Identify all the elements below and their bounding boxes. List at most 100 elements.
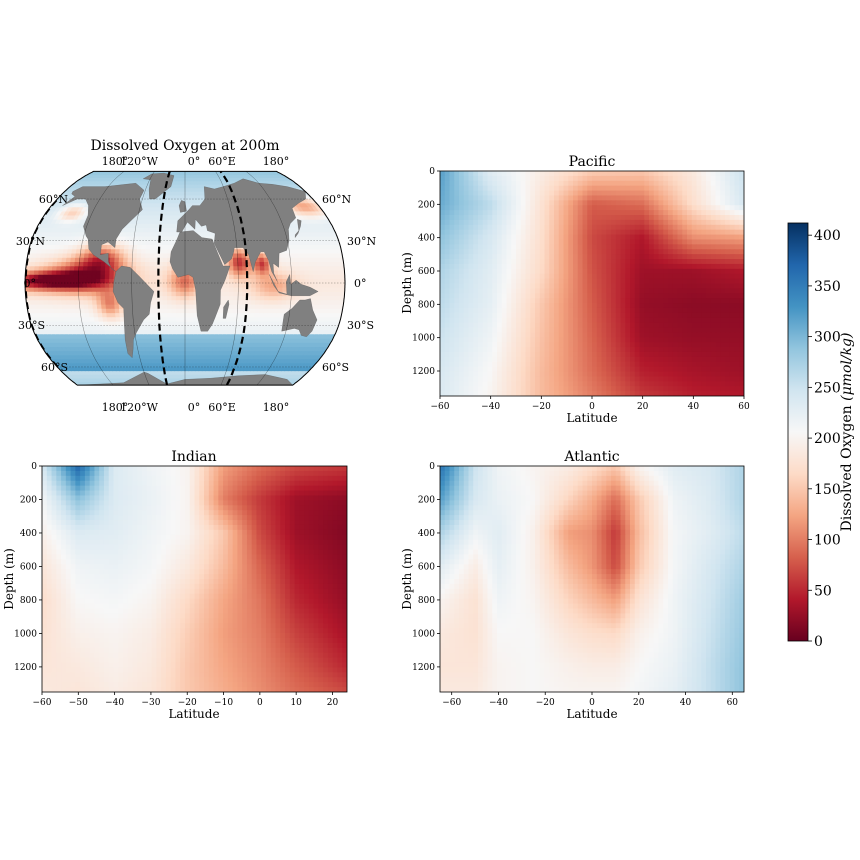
section-cell	[615, 229, 622, 236]
map-cell	[334, 265, 341, 271]
section-cell	[568, 195, 574, 201]
map-cell	[189, 278, 195, 284]
map-cell	[114, 304, 120, 309]
section-cell	[644, 200, 650, 206]
section-cell	[568, 249, 574, 255]
map-cell	[64, 282, 70, 288]
section-cell	[501, 175, 508, 182]
map-cell	[82, 287, 88, 292]
map-cell	[189, 304, 195, 309]
map-cell	[104, 295, 111, 301]
map-cell	[60, 287, 66, 292]
section-cell	[687, 224, 693, 231]
section-cell	[715, 195, 721, 201]
section-cell	[577, 195, 584, 201]
section-cell	[463, 224, 470, 231]
map-cell	[171, 231, 178, 237]
map-cell	[65, 257, 72, 262]
section-cell	[729, 185, 736, 192]
section-cell	[720, 180, 726, 187]
map-cell	[171, 278, 177, 284]
section-cell	[720, 219, 726, 226]
map-cell	[180, 282, 186, 288]
section-cell	[710, 171, 717, 177]
section-cell	[658, 219, 664, 226]
section-cell	[649, 229, 655, 236]
map-cell	[184, 350, 190, 356]
section-cell	[525, 185, 531, 192]
map-cell	[100, 269, 106, 275]
map-cell	[258, 312, 264, 318]
section-cell	[710, 195, 717, 201]
section-cell	[596, 244, 603, 250]
section-cell	[440, 180, 446, 187]
section-cell	[459, 205, 465, 211]
section-cell	[492, 215, 498, 221]
section-cell	[525, 180, 531, 187]
map-cell	[223, 321, 229, 326]
map-cell	[335, 282, 341, 288]
section-cell	[501, 185, 508, 192]
section-cell	[725, 229, 731, 236]
map-cell	[78, 265, 84, 271]
map-cell	[42, 291, 49, 297]
map-cell	[167, 227, 174, 233]
map-cell	[232, 304, 239, 309]
map-lon-label-bottom: 60°E	[208, 401, 236, 414]
section-cell	[563, 210, 569, 216]
map-cell	[51, 287, 57, 292]
section-cell	[478, 190, 484, 197]
map-cell	[91, 299, 98, 305]
section-cell	[501, 239, 508, 245]
section-cell	[658, 229, 664, 236]
map-cell	[51, 295, 58, 301]
map-cell	[184, 194, 189, 200]
section-cell	[691, 219, 698, 226]
map-cell	[79, 252, 86, 258]
map-cell	[250, 295, 257, 301]
section-cell	[639, 195, 645, 201]
map-cell	[335, 287, 341, 292]
map-cell	[224, 287, 230, 292]
section-cell	[587, 239, 593, 245]
section-cell	[677, 229, 683, 236]
section-cell	[658, 190, 664, 197]
section-cell	[668, 239, 674, 245]
map-cell	[180, 338, 186, 343]
section-cell	[459, 229, 465, 236]
section-cell	[539, 215, 546, 221]
map-cell	[229, 282, 235, 288]
section-cell	[549, 219, 555, 226]
section-cell	[449, 239, 455, 245]
section-cell	[625, 239, 631, 245]
map-cell	[114, 308, 120, 314]
map-cell	[96, 265, 102, 271]
map-cell	[281, 299, 287, 305]
map-cell	[95, 287, 102, 292]
section-cell	[473, 224, 479, 231]
section-cell	[554, 190, 560, 197]
section-cell	[482, 190, 489, 197]
section-cell	[668, 224, 674, 231]
map-cell	[146, 235, 152, 241]
map-cell	[184, 358, 190, 364]
section-cell	[682, 171, 688, 177]
section-cell	[663, 205, 669, 211]
map-cell	[69, 261, 76, 267]
section-cell	[601, 180, 607, 187]
section-cell	[672, 224, 679, 231]
section-cell	[710, 234, 717, 241]
section-cell	[630, 215, 636, 221]
section-cell	[535, 195, 541, 201]
map-cell	[60, 282, 66, 288]
section-cell	[725, 180, 731, 187]
section-cell	[658, 239, 664, 245]
section-cell	[634, 234, 641, 241]
map-cell	[295, 269, 301, 275]
section-cell	[634, 185, 641, 192]
section-cell	[691, 239, 698, 245]
section-cell	[582, 224, 588, 231]
section-cell	[525, 234, 531, 241]
map-cell	[73, 274, 79, 279]
section-cell	[449, 205, 455, 211]
